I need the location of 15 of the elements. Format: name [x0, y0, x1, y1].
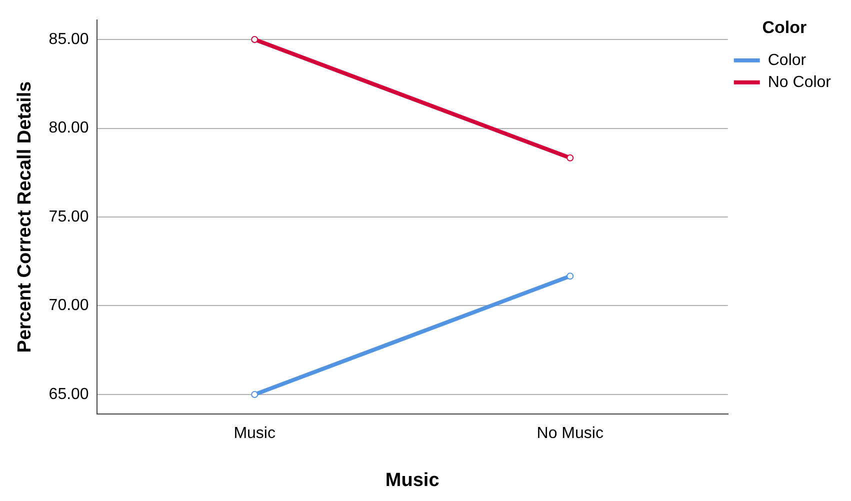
y-tick-label: 65.00 — [48, 386, 89, 403]
point — [566, 154, 574, 162]
point — [251, 36, 258, 44]
legend-label: No Color — [768, 74, 832, 91]
legend-label: Color — [768, 52, 807, 69]
y-tick-label: 70.00 — [48, 297, 89, 314]
y-tick-label: 85.00 — [48, 30, 89, 48]
point — [566, 272, 574, 280]
y-tick-label: 80.00 — [48, 120, 89, 137]
x-tick-label: No Music — [536, 425, 604, 442]
y-tick-label: 75.00 — [48, 208, 89, 226]
legend-title: Color — [762, 18, 808, 38]
point — [251, 390, 258, 398]
y-axis-title: Percent Correct Recall Details — [14, 81, 36, 353]
x-axis-title: Music — [385, 470, 440, 491]
